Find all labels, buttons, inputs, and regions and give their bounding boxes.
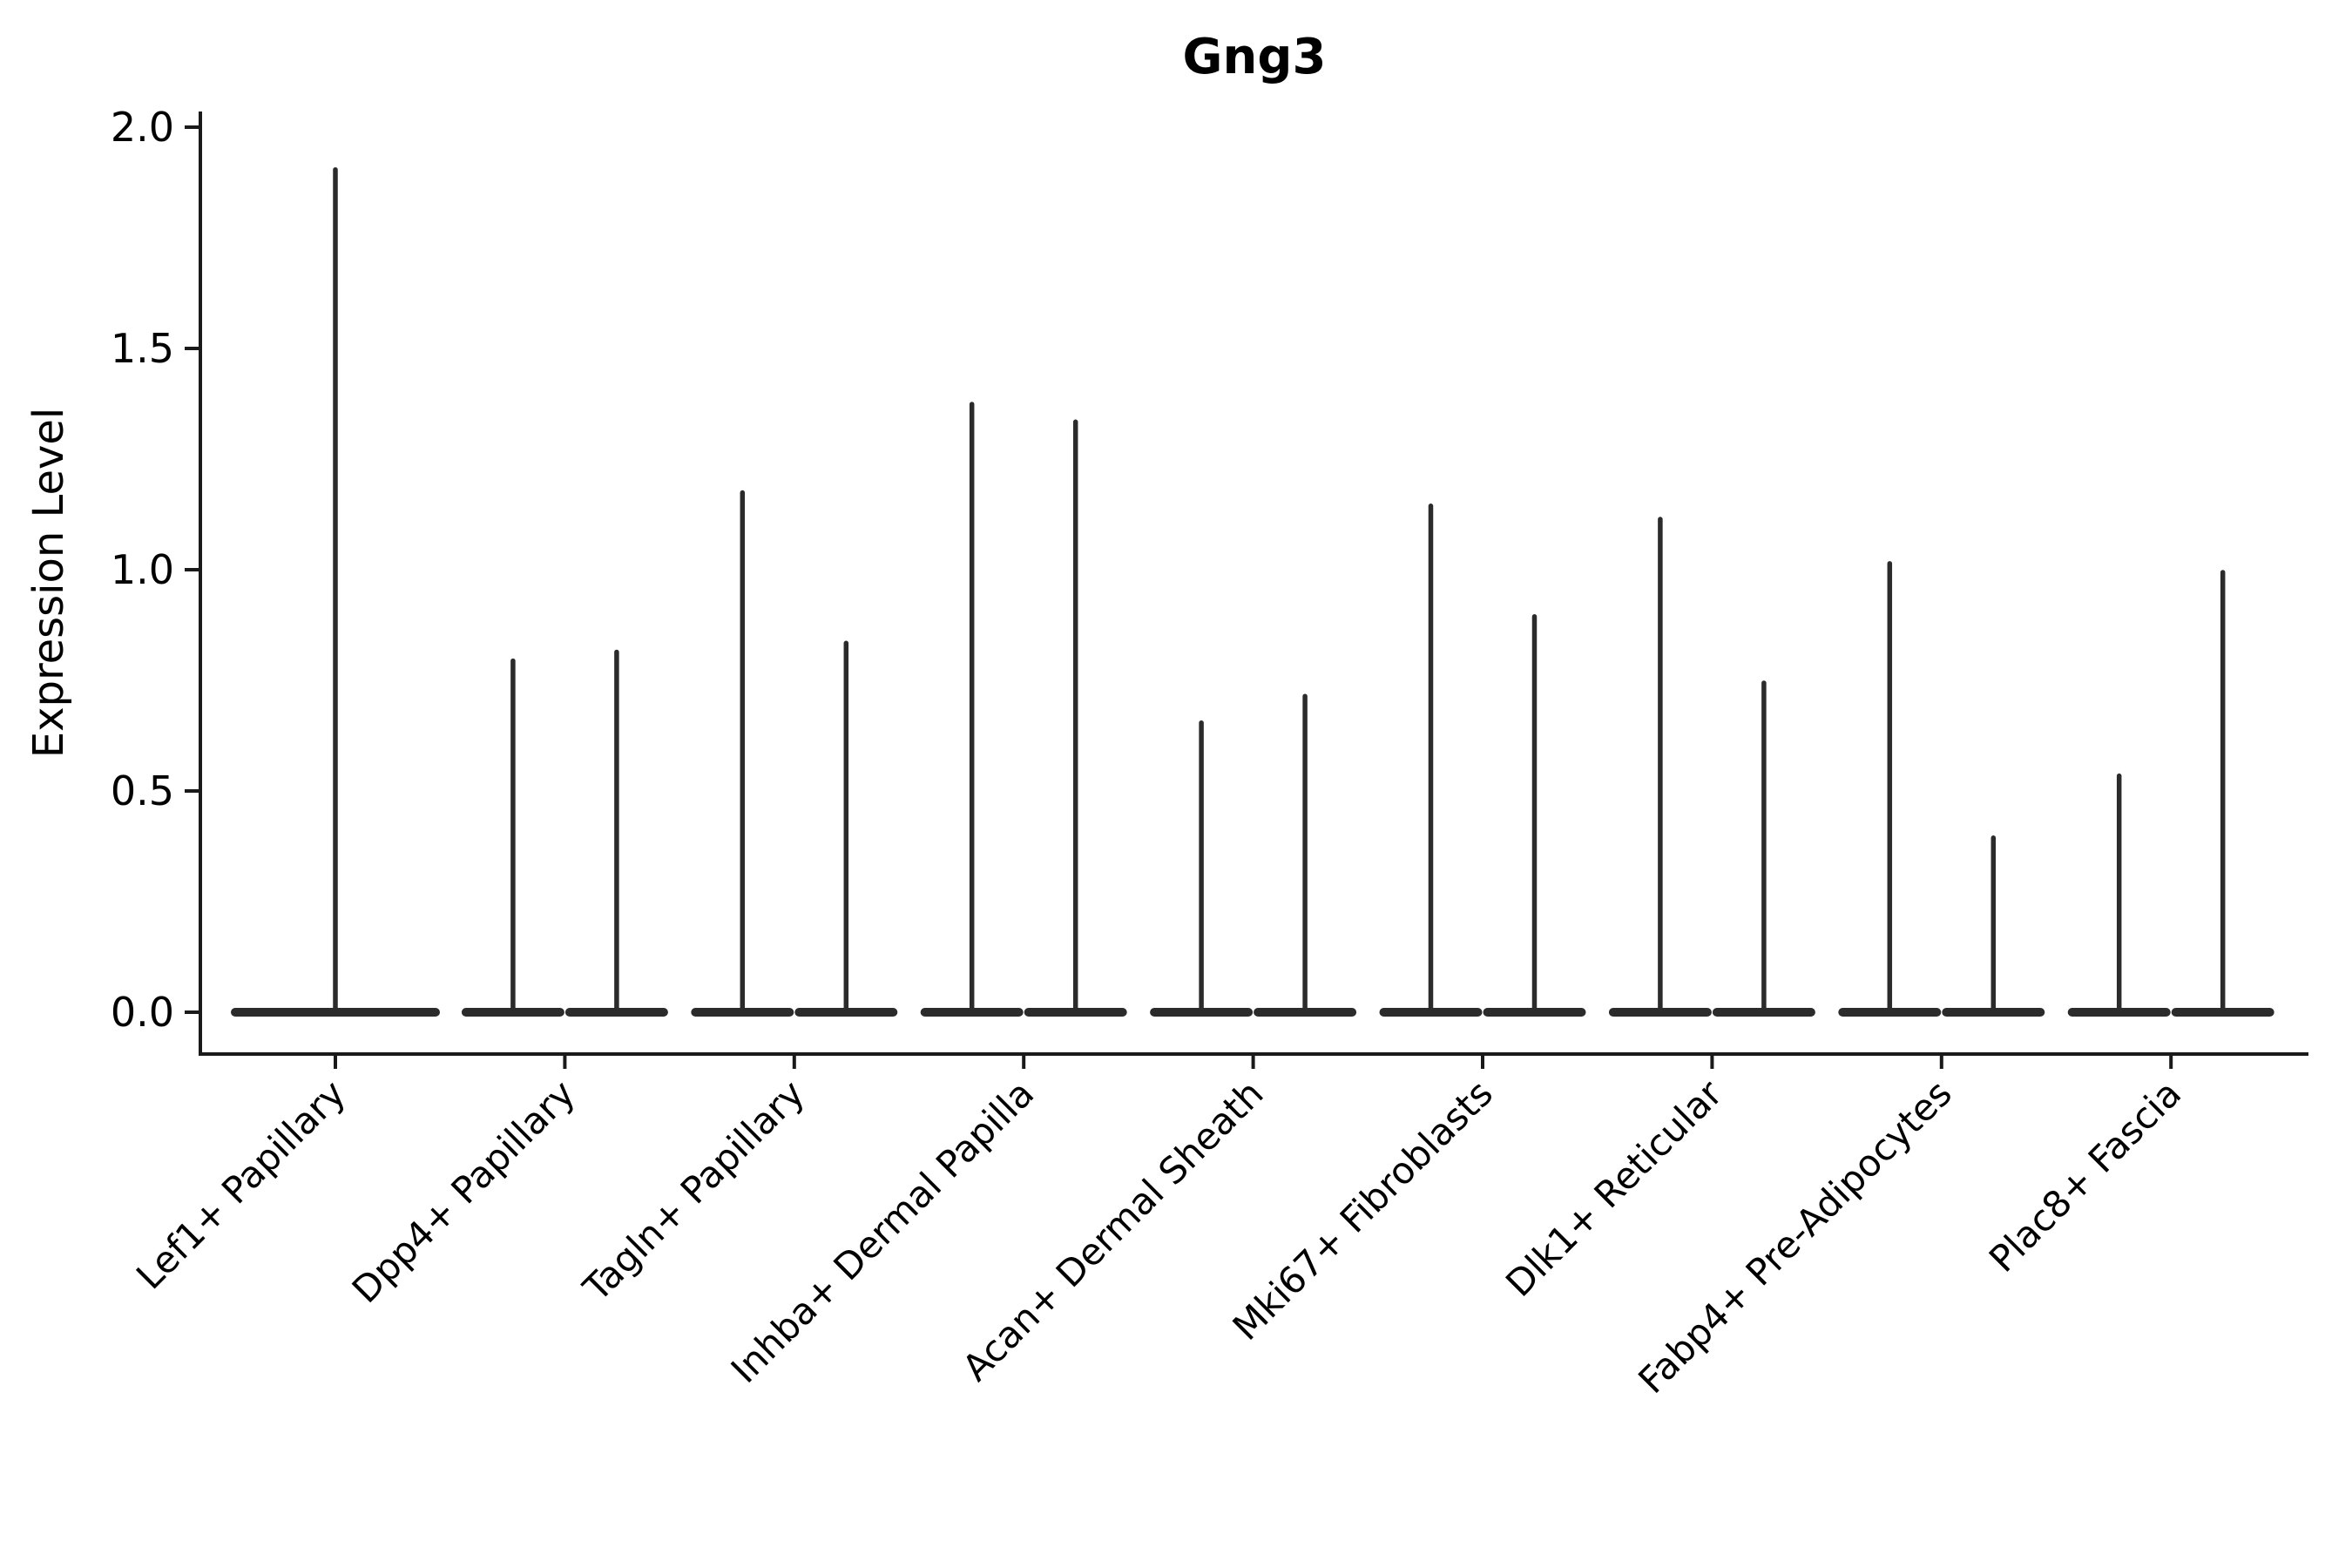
x-tick-label: Tagln+ Papillary: [574, 1071, 812, 1309]
y-tick-label: 1.5: [111, 325, 174, 372]
y-tick-label: 0.5: [111, 767, 174, 814]
y-axis: 0.0 0.5 1.0 1.5 2.0: [111, 104, 200, 1036]
chart-title: Gng3: [1183, 29, 1327, 85]
y-axis-label: Expression Level: [24, 408, 73, 759]
violin-group: [691, 490, 898, 1017]
violin-group: [461, 649, 668, 1017]
violins: [231, 166, 2274, 1017]
violin-group: [1838, 561, 2045, 1017]
y-tick-label: 2.0: [111, 104, 174, 151]
violin-group: [1150, 693, 1357, 1017]
x-tick-label: Mki67+ Fibroblasts: [1225, 1071, 1501, 1348]
x-tick-label: Dlk1+ Reticular: [1497, 1071, 1731, 1305]
x-tick-label: Dpp4+ Papillary: [344, 1071, 584, 1311]
violin-group: [1608, 517, 1815, 1017]
violin-group: [231, 166, 440, 1017]
violin-group: [1379, 504, 1586, 1017]
x-tick-label: Lef1+ Papillary: [128, 1071, 354, 1297]
y-tick-label: 1.0: [111, 546, 174, 593]
x-tick-label: Plac8+ Fascia: [1981, 1071, 2189, 1280]
violin-group: [2067, 570, 2274, 1017]
violin-group: [920, 402, 1127, 1017]
y-tick-label: 0.0: [111, 989, 174, 1036]
